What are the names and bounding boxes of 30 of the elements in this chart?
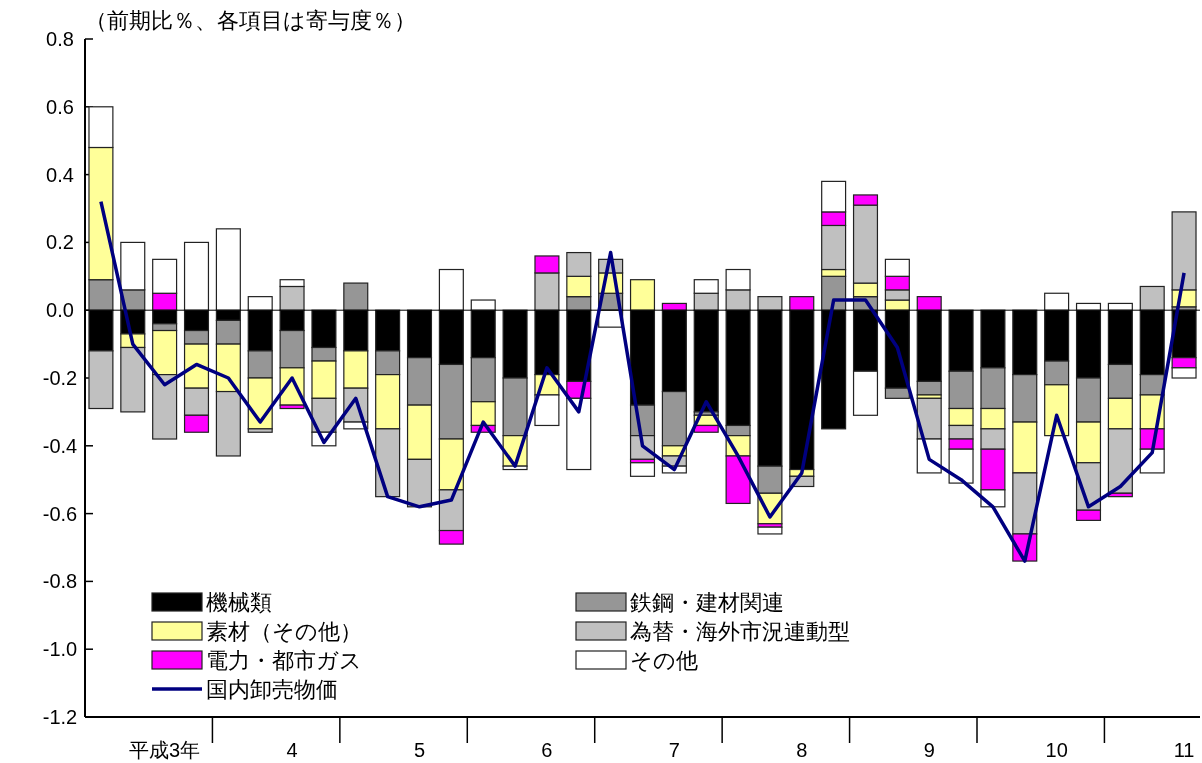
legend-label: その他 bbox=[630, 648, 698, 673]
legend-label: 電力・都市ガス bbox=[206, 648, 362, 673]
y-tick-label: -1.0 bbox=[42, 638, 78, 661]
y-tick-label: 0.6 bbox=[46, 95, 74, 118]
x-tick-label: 10 bbox=[1045, 739, 1068, 761]
y-tick-label: -0.6 bbox=[42, 502, 78, 525]
y-tick-label: 0.2 bbox=[46, 231, 74, 254]
x-tick-label: 8 bbox=[796, 739, 808, 761]
bar bbox=[629, 462, 656, 477]
annotation: （前期比％、各項目は寄与度％） bbox=[85, 8, 416, 33]
legend-label: 機械類 bbox=[206, 590, 272, 615]
y-tick-label: 0.0 bbox=[46, 299, 74, 322]
y-tick-label: -1.2 bbox=[42, 706, 78, 728]
legend-label: 素材（その他） bbox=[206, 619, 362, 644]
y-tick-label: 0.8 bbox=[46, 28, 74, 50]
y-tick-label: -0.4 bbox=[42, 434, 78, 457]
x-tick-label: 平成3年 bbox=[129, 739, 201, 761]
legend-label: 鉄鋼・建材関連 bbox=[630, 590, 784, 615]
x-tick-label: 7 bbox=[668, 739, 680, 761]
x-tick-label: 4 bbox=[286, 739, 298, 761]
y-tick-label: 0.4 bbox=[46, 163, 74, 186]
bar bbox=[757, 526, 783, 535]
legend-label: 為替・海外市況連動型 bbox=[630, 619, 850, 644]
y-tick-label: -0.8 bbox=[42, 570, 78, 593]
x-tick-label: 11 bbox=[1173, 739, 1195, 761]
legend-label: 国内卸売物価 bbox=[206, 677, 338, 702]
y-tick-label: -0.2 bbox=[42, 367, 78, 389]
x-tick-label: 9 bbox=[923, 739, 935, 761]
x-tick-label: 5 bbox=[413, 739, 426, 761]
x-tick-label: 6 bbox=[541, 739, 553, 761]
